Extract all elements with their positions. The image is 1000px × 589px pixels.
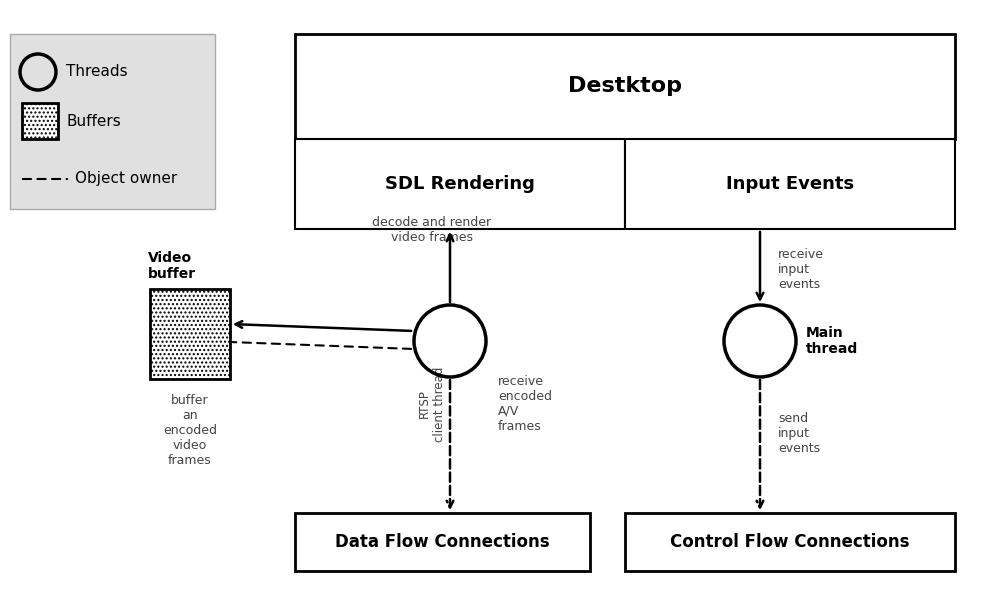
Text: SDL Rendering: SDL Rendering bbox=[385, 175, 535, 193]
Text: receive
encoded
A/V
frames: receive encoded A/V frames bbox=[498, 375, 552, 433]
Text: Control Flow Connections: Control Flow Connections bbox=[670, 533, 910, 551]
Text: Destktop: Destktop bbox=[568, 77, 682, 97]
Bar bbox=[295, 513, 590, 571]
Text: Video
buffer: Video buffer bbox=[148, 251, 196, 281]
Text: buffer
an
encoded
video
frames: buffer an encoded video frames bbox=[163, 394, 217, 467]
Bar bbox=[22, 103, 58, 139]
Text: send
input
events: send input events bbox=[778, 412, 820, 455]
Bar bbox=[625, 513, 955, 571]
Text: Main
thread: Main thread bbox=[806, 326, 858, 356]
Text: decode and render
video frames: decode and render video frames bbox=[372, 216, 492, 244]
Bar bbox=[295, 139, 625, 229]
Text: Data Flow Connections: Data Flow Connections bbox=[335, 533, 550, 551]
Text: Buffers: Buffers bbox=[67, 114, 122, 128]
Text: receive
input
events: receive input events bbox=[778, 247, 824, 290]
Text: Threads: Threads bbox=[66, 65, 128, 80]
Bar bbox=[10, 34, 215, 209]
Text: RTSP
client thread: RTSP client thread bbox=[418, 366, 446, 442]
Bar bbox=[625, 139, 955, 229]
Text: Object owner: Object owner bbox=[75, 171, 177, 187]
Bar bbox=[150, 289, 230, 379]
Bar bbox=[295, 34, 955, 139]
Text: Input Events: Input Events bbox=[726, 175, 854, 193]
